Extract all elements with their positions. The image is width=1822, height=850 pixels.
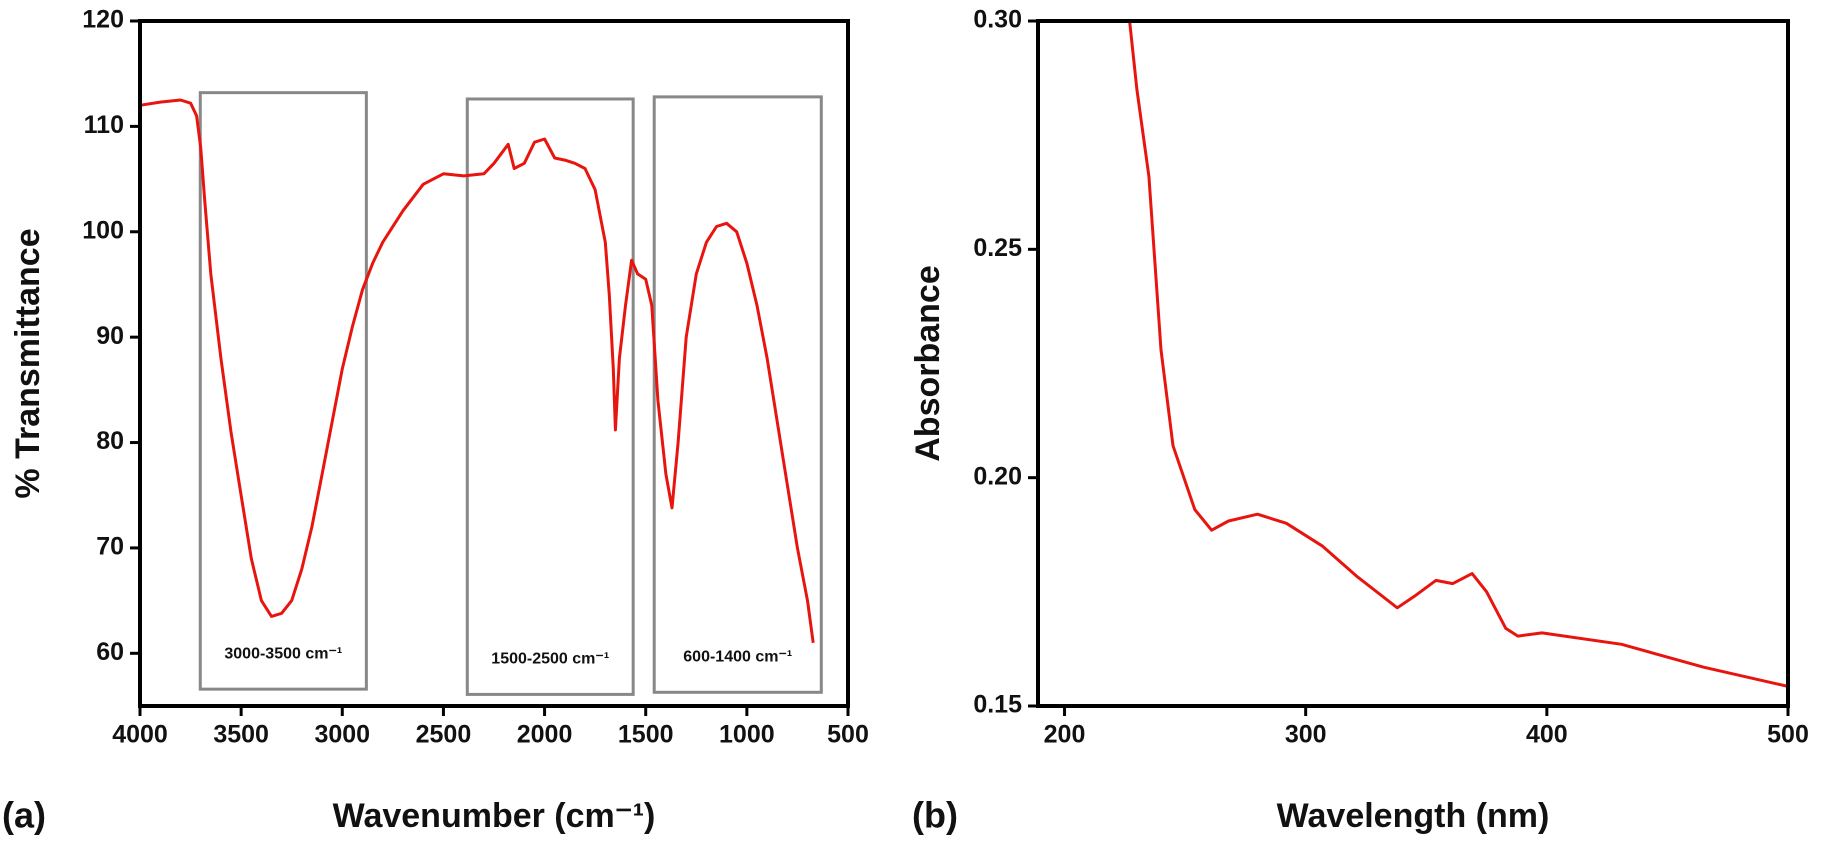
y-tick-label: 0.25 — [973, 234, 1022, 262]
x-tick-label: 2500 — [416, 721, 472, 749]
x-tick-label: 500 — [1767, 721, 1809, 749]
y-axis-title: Absorbance — [909, 265, 947, 462]
data-line — [1128, 20, 1789, 688]
x-axis-title: Wavenumber (cm⁻¹) — [333, 797, 656, 835]
region-box — [465, 97, 635, 696]
region-label: 600-1400 cm⁻¹ — [683, 649, 792, 666]
y-tick-label: 0.20 — [973, 462, 1022, 490]
x-tick-label: 300 — [1285, 721, 1327, 749]
y-tick-label: 90 — [96, 322, 124, 350]
region-label: 3000-3500 cm⁻¹ — [224, 645, 342, 662]
plot-frame — [1036, 19, 1790, 708]
data-line — [139, 98, 815, 644]
x-tick-label: 3000 — [314, 721, 370, 749]
region-label: 1500-2500 cm⁻¹ — [491, 651, 609, 668]
region-box — [198, 91, 368, 691]
x-tick-label: 1000 — [719, 721, 775, 749]
plot-frame — [138, 19, 850, 708]
y-tick-label: 0.30 — [973, 6, 1022, 34]
x-axis-title: Wavelength (nm) — [1277, 797, 1550, 835]
panel-label: (b) — [912, 795, 958, 836]
x-tick-label: 2000 — [517, 721, 573, 749]
panel-label: (a) — [2, 795, 46, 836]
y-tick-label: 60 — [96, 638, 124, 666]
y-tick-label: 80 — [96, 427, 124, 455]
x-tick-label: 500 — [827, 721, 869, 749]
x-tick-label: 1500 — [618, 721, 674, 749]
y-axis-title: % Transmittance — [9, 228, 47, 498]
y-tick-label: 70 — [96, 533, 124, 561]
y-tick-label: 120 — [82, 6, 124, 34]
x-tick-label: 200 — [1044, 721, 1086, 749]
y-tick-label: 100 — [82, 216, 124, 244]
x-tick-label: 400 — [1526, 721, 1568, 749]
x-tick-label: 4000 — [112, 721, 168, 749]
region-box — [652, 95, 823, 694]
y-tick-label: 110 — [84, 111, 124, 139]
y-tick-label: 0.15 — [973, 691, 1022, 719]
x-tick-label: 3500 — [213, 721, 269, 749]
